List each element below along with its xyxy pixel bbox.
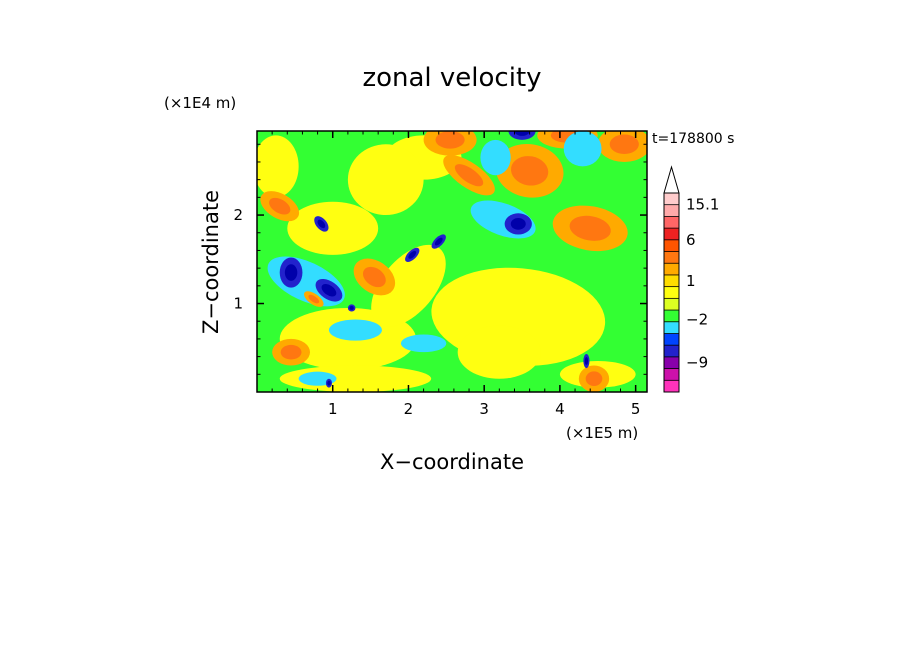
colorbar-swatch-15 (664, 204, 679, 217)
x-tick-label-1: 2 (404, 400, 414, 418)
colorbar-swatch-2 (664, 356, 679, 369)
colorbar-label-1: 6 (686, 231, 696, 249)
y-axis-ticks: 12 (233, 143, 647, 375)
x-unit-label: (×1E5 m) (566, 424, 638, 442)
field-feature-32 (405, 247, 420, 263)
y-tick-label-0: 1 (233, 295, 243, 313)
colorbar-swatch-4 (664, 333, 679, 346)
colorbar-label-3: −2 (686, 310, 708, 328)
field-feature-34 (325, 378, 332, 388)
field-feature-37 (347, 144, 424, 216)
x-tick-label-4: 5 (631, 400, 641, 418)
colorbar-swatch-3 (664, 345, 679, 358)
colorbar-swatch-10 (664, 263, 679, 276)
field-feature-14 (353, 258, 396, 296)
field-feature-9 (495, 144, 564, 198)
field-feature-1 (457, 325, 541, 379)
colorbar-swatch-0 (664, 380, 679, 393)
x-tick-label-2: 3 (479, 400, 489, 418)
chart-title: zonal velocity (362, 63, 541, 93)
field-feature-17 (443, 155, 495, 196)
field-feature-30 (314, 216, 329, 232)
colorbar-label-2: 1 (686, 272, 696, 290)
field-feature-20 (563, 131, 602, 167)
field-feature-16 (260, 191, 300, 222)
y-axis-title: Z−coordinate (199, 190, 223, 334)
colorbar-swatch-7 (664, 298, 679, 311)
field-feature-31 (431, 234, 446, 249)
colorbar-top-arrow (663, 165, 680, 194)
x-tick-label-0: 1 (328, 400, 338, 418)
field-feature-22 (400, 334, 447, 353)
plot-frame (256, 130, 648, 393)
colorbar-swatch-5 (664, 321, 679, 334)
field-feature-26 (508, 131, 536, 140)
colorbar: 15.1 6 1 −2 −9 (663, 165, 719, 393)
x-axis-title: X−coordinate (380, 450, 524, 474)
field-feature-18 (578, 365, 610, 392)
field-feature-36 (304, 291, 324, 307)
colorbar-label-0: 15.1 (686, 196, 719, 214)
field-feature-35 (347, 304, 356, 312)
colorbar-label-4: −9 (686, 354, 708, 372)
field-feature-21 (328, 319, 382, 341)
field-feature-13 (423, 131, 477, 156)
field-feature-10 (552, 205, 628, 252)
colorbar-swatch-1 (664, 368, 679, 381)
colorbar-swatch-13 (664, 228, 679, 241)
colorbar-swatch-12 (664, 239, 679, 252)
y-unit-label: (×1E4 m) (164, 94, 236, 112)
field-feature-4 (371, 244, 446, 327)
field-feature-11 (597, 131, 647, 162)
colorbar-swatch-8 (664, 286, 679, 299)
field-feature-15 (272, 338, 311, 366)
field-feature-29 (315, 278, 343, 302)
field-feature-33 (583, 353, 590, 369)
field-feature-6 (257, 135, 299, 198)
colorbar-swatch-16 (664, 193, 679, 206)
field-feature-19 (480, 139, 511, 176)
colorbar-swatch-11 (664, 251, 679, 264)
field-feature-27 (504, 213, 532, 235)
x-tick-label-3: 4 (555, 400, 565, 418)
colorbar-swatch-9 (664, 274, 679, 288)
time-label: t=178800 s (652, 131, 734, 147)
colorbar-swatch-14 (664, 216, 679, 229)
colorbar-swatch-6 (664, 310, 679, 323)
x-axis-ticks: 1 2 3 4 5 (271, 131, 641, 418)
field-feature-5 (287, 201, 379, 255)
y-tick-label-1: 2 (233, 206, 243, 224)
field-feature-28 (279, 257, 303, 288)
velocity-field (257, 131, 647, 392)
